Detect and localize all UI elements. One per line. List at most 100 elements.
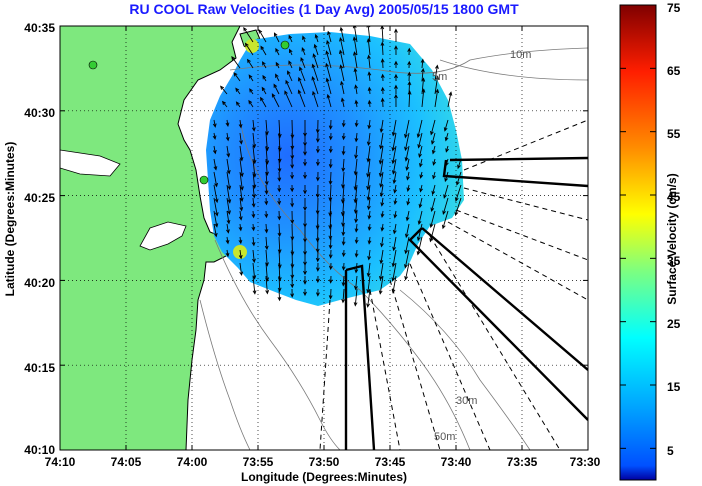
velocity-arrow: [434, 75, 440, 95]
velocity-arrow: [225, 249, 230, 258]
velocity-arrow: [441, 210, 449, 230]
velocity-arrow: [380, 86, 385, 95]
inlet: [139, 221, 187, 251]
velocity-arrow: [239, 132, 243, 145]
velocity-arrow: [226, 184, 232, 204]
velocity-arrow: [226, 210, 231, 225]
velocity-arrow: [407, 90, 412, 108]
velocity-arrow: [220, 85, 228, 95]
velocity-arrow: [290, 171, 295, 180]
velocity-arrow: [239, 197, 244, 212]
velocity-arrow: [379, 184, 384, 198]
velocity-arrow: [300, 56, 306, 69]
velocity-arrow: [379, 171, 384, 188]
lon-tick-label: 74:00: [177, 455, 208, 469]
velocity-arrow: [367, 210, 372, 220]
coverage-sectors: [344, 156, 588, 450]
velocity-arrow: [443, 119, 449, 132]
velocity-arrow: [275, 61, 280, 69]
velocity-arrow: [273, 32, 280, 43]
velocity-arrow: [297, 89, 306, 108]
velocity-arrow: [430, 197, 436, 212]
velocity-arrow: [431, 132, 436, 145]
velocity-arrow: [354, 249, 359, 258]
velocity-arrow: [313, 43, 319, 56]
lat-tick-label: 40:25: [24, 191, 55, 205]
velocity-arrow: [238, 249, 243, 260]
velocity-arrow: [239, 262, 244, 277]
colorbar-tick-label: 55: [667, 127, 681, 141]
velocity-arrow: [379, 249, 384, 265]
velocity-arrow: [420, 58, 425, 69]
velocity-arrow: [354, 145, 358, 160]
velocity-arrow: [341, 236, 346, 246]
velocity-arrow: [407, 47, 412, 56]
lon-tick-label: 74:10: [45, 455, 76, 469]
velocity-field: [206, 32, 464, 306]
velocity-arrow: [325, 50, 332, 69]
velocity-arrow: [261, 86, 267, 95]
velocity-arrow: [354, 132, 359, 143]
lat-tick-labels: 40:10 40:15 40:20 40:25 40:30 40:35: [24, 21, 55, 457]
velocity-arrow: [290, 210, 295, 225]
velocity-arrow: [378, 275, 384, 295]
velocity-arrow: [249, 88, 254, 95]
velocity-arrow: [327, 30, 332, 43]
colorbar-tick-label: 45: [667, 190, 681, 204]
velocity-arrow: [394, 45, 398, 56]
velocity-arrow: [341, 210, 345, 227]
velocity-arrow: [391, 132, 397, 152]
velocity-arrow: [252, 132, 257, 149]
velocity-arrow: [277, 158, 282, 173]
colorbar-ticks: [620, 4, 656, 449]
velocity-arrow: [233, 72, 241, 82]
velocity-arrow: [328, 262, 333, 271]
velocity-arrow: [290, 158, 295, 169]
velocity-arrow: [442, 197, 449, 215]
velocity-arrow: [404, 223, 410, 239]
velocity-arrow: [290, 275, 295, 289]
velocity-arrow: [394, 60, 398, 69]
velocity-arrow: [213, 223, 218, 238]
velocity-arrow: [213, 158, 218, 171]
velocity-arrow: [328, 158, 333, 169]
velocity-arrow: [303, 275, 307, 285]
velocity-arrow: [277, 210, 282, 221]
velocity-arrow: [277, 288, 282, 302]
velocity-arrow: [341, 223, 346, 237]
velocity-arrow: [378, 262, 384, 281]
velocity-arrow: [275, 47, 280, 56]
velocity-arrow: [244, 42, 254, 56]
velocity-arrow: [311, 76, 319, 95]
velocity-arrow: [248, 99, 254, 108]
velocity-arrow: [328, 275, 333, 284]
velocity-arrow: [285, 79, 293, 95]
velocity-arrow: [419, 158, 423, 168]
lon-tick-label: 73:30: [570, 455, 601, 469]
velocity-arrow: [303, 262, 307, 276]
velocity-arrow: [252, 184, 256, 199]
velocity-arrow: [394, 93, 398, 108]
velocity-arrow: [394, 73, 398, 82]
velocity-arrow: [367, 236, 372, 245]
colorbar-tick-label: 15: [667, 380, 681, 394]
velocity-arrow: [391, 275, 397, 294]
velocity-arrow: [328, 249, 333, 259]
velocity-arrow: [354, 210, 359, 224]
velocity-arrow: [264, 223, 269, 234]
velocity-arrow: [252, 275, 257, 295]
velocity-arrow: [326, 93, 332, 108]
velocity-arrow: [303, 184, 307, 195]
velocity-arrow: [328, 119, 333, 130]
contour-label: 30m: [456, 395, 477, 407]
velocity-arrow: [353, 288, 358, 307]
velocity-arrow: [366, 288, 371, 308]
velocity-arrow: [264, 184, 269, 195]
velocity-arrow: [352, 51, 358, 69]
velocity-arrow: [328, 132, 333, 141]
velocity-arrow: [380, 210, 385, 219]
velocity-arrow: [264, 171, 269, 186]
velocity-arrow: [455, 171, 462, 186]
radial-lines: [319, 119, 588, 450]
